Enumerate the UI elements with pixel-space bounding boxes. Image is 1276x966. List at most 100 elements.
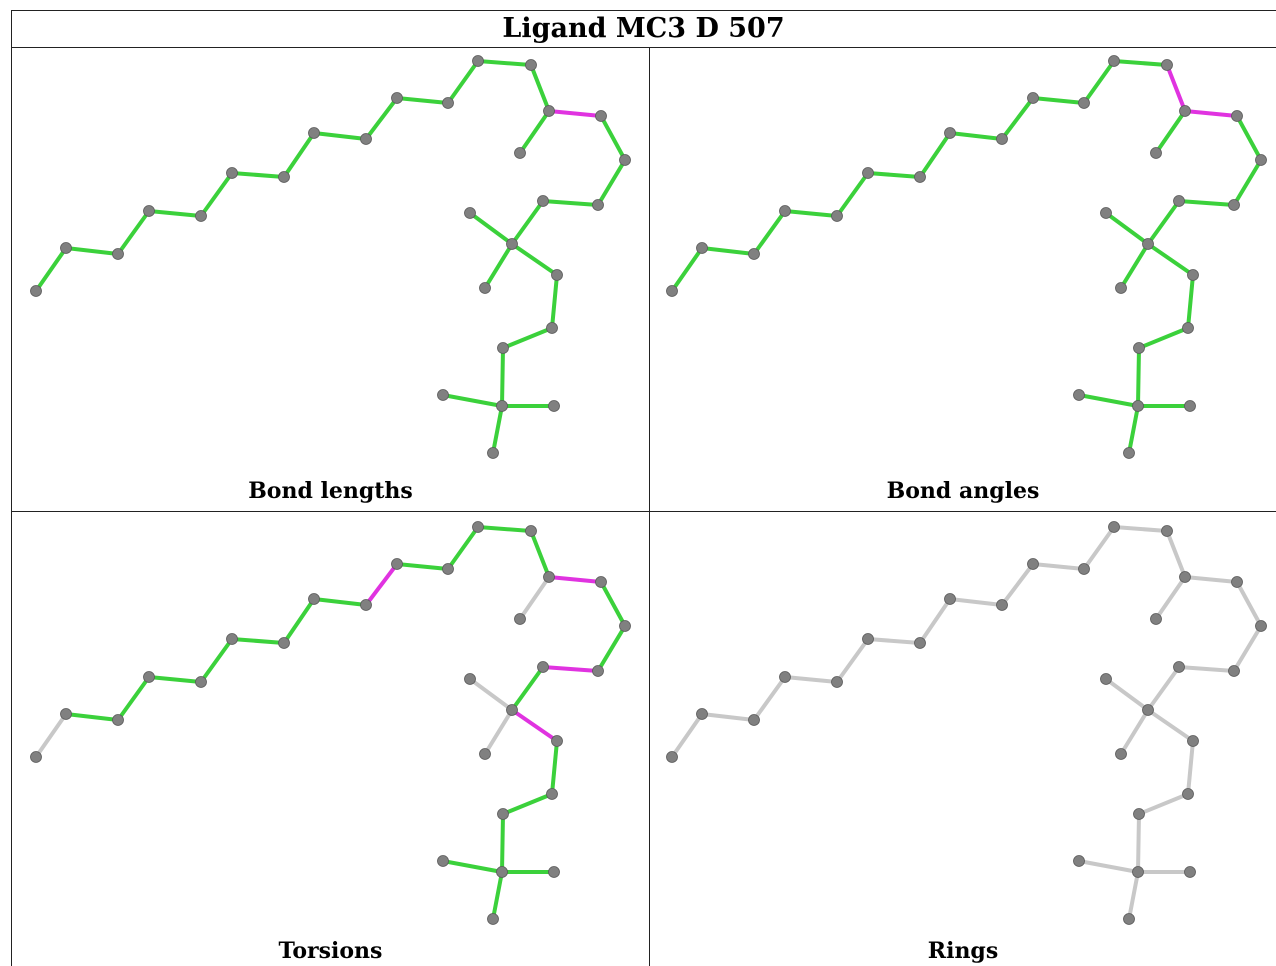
atom-23	[497, 342, 509, 354]
atom-8	[996, 133, 1008, 145]
bond-10	[446, 59, 480, 105]
bond-2	[116, 675, 151, 722]
bond-24	[441, 393, 504, 408]
bond-4	[199, 637, 234, 684]
bond-12	[1165, 63, 1187, 113]
atom-2	[112, 714, 124, 726]
bond-27	[1154, 575, 1187, 621]
bond-14	[599, 580, 627, 628]
atom-24	[496, 866, 508, 878]
atom-23	[1133, 808, 1145, 820]
bond-22	[501, 792, 554, 816]
atom-20	[479, 282, 491, 294]
bond-10	[1082, 525, 1116, 571]
bond-20	[510, 242, 559, 277]
bond-11	[476, 59, 533, 67]
atom-28	[1150, 147, 1162, 159]
bond-9	[395, 562, 450, 571]
atom-22	[546, 322, 558, 334]
bond-9	[395, 96, 450, 105]
bond-26	[491, 404, 504, 455]
bond-9	[1031, 96, 1086, 105]
atom-6	[914, 637, 926, 649]
atom-11	[472, 55, 484, 67]
atom-17	[537, 661, 549, 673]
atom-7	[944, 127, 956, 139]
bond-19	[483, 708, 514, 756]
atom-25	[1073, 855, 1085, 867]
atom-24	[496, 400, 508, 412]
atom-20	[1115, 748, 1127, 760]
atom-0	[666, 285, 678, 297]
page-title: Ligand MC3 D 507	[11, 10, 1276, 48]
atom-0	[30, 751, 42, 763]
bond-1	[64, 246, 120, 256]
atom-27	[487, 447, 499, 459]
atom-21	[1187, 269, 1199, 281]
atom-2	[748, 714, 760, 726]
atom-8	[360, 599, 372, 611]
bond-13	[547, 575, 603, 584]
bond-22	[501, 326, 554, 350]
bond-8	[364, 96, 399, 141]
bond-24	[1077, 393, 1140, 408]
atom-8	[360, 133, 372, 145]
bond-22	[1137, 326, 1190, 350]
bond-16	[541, 665, 600, 673]
panel-label-bond-lengths: Bond lengths	[248, 478, 413, 504]
bond-6	[918, 131, 952, 179]
atom-22	[546, 788, 558, 800]
bond-7	[948, 131, 1004, 141]
bond-1	[700, 246, 756, 256]
atom-10	[1078, 563, 1090, 575]
molecule-diagram-rings	[666, 521, 1267, 925]
atom-14	[595, 110, 607, 122]
atom-8	[996, 599, 1008, 611]
atom-7	[308, 127, 320, 139]
atom-15	[619, 620, 631, 632]
atom-15	[1255, 620, 1267, 632]
atom-26	[1184, 866, 1196, 878]
atom-4	[195, 210, 207, 222]
atom-21	[1187, 735, 1199, 747]
atom-13	[543, 105, 555, 117]
bond-14	[599, 114, 627, 162]
bond-1	[700, 712, 756, 722]
panel-bond-angles: Bond angles	[650, 48, 1276, 511]
atom-17	[537, 195, 549, 207]
bond-11	[1112, 59, 1169, 67]
bond-12	[529, 63, 551, 113]
atom-17	[1173, 195, 1185, 207]
bond-0	[34, 712, 68, 759]
atom-21	[551, 735, 563, 747]
bond-5	[866, 637, 922, 645]
bond-3	[783, 209, 839, 218]
bond-3	[783, 675, 839, 684]
molecule-diagram-torsions	[30, 521, 631, 925]
atom-27	[487, 913, 499, 925]
table-frame	[11, 10, 1276, 966]
bond-8	[364, 562, 399, 607]
bond-21	[1186, 739, 1195, 796]
panel-label-torsions: Torsions	[278, 938, 383, 964]
atom-20	[479, 748, 491, 760]
bond-15	[1232, 624, 1263, 673]
bond-4	[835, 637, 870, 684]
atom-15	[619, 154, 631, 166]
atom-0	[30, 285, 42, 297]
atom-16	[592, 665, 604, 677]
bond-23	[500, 346, 505, 408]
atom-28	[1150, 613, 1162, 625]
atom-1	[60, 708, 72, 720]
atom-4	[195, 676, 207, 688]
column-divider	[649, 48, 650, 966]
atom-27	[1123, 447, 1135, 459]
atom-16	[1228, 665, 1240, 677]
atom-13	[1179, 571, 1191, 583]
atom-1	[696, 708, 708, 720]
molecule-diagram-bond-lengths	[30, 55, 631, 459]
atom-23	[497, 808, 509, 820]
bond-0	[670, 712, 704, 759]
bond-19	[483, 242, 514, 290]
panel-label-rings: Rings	[927, 938, 999, 964]
